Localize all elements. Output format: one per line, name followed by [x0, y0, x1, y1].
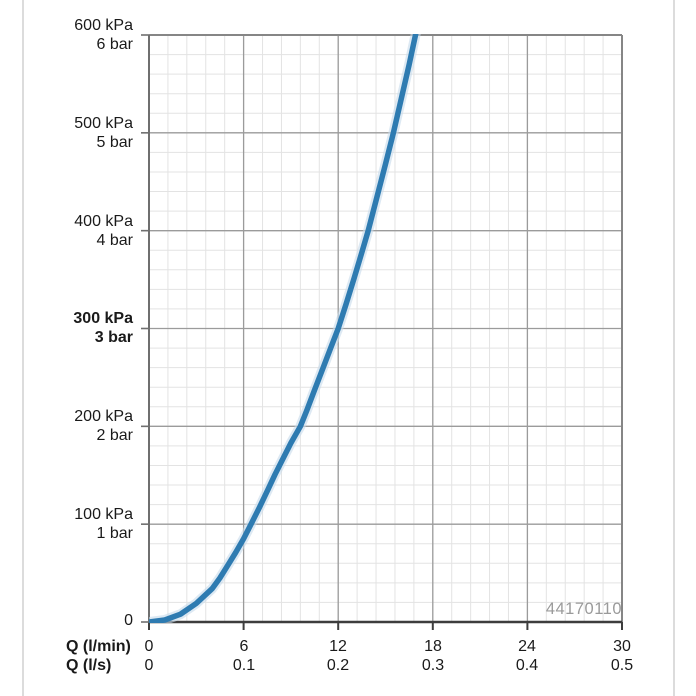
product-number-watermark: 44170110	[545, 600, 622, 618]
x-tick-lmin-30: 30	[613, 638, 631, 655]
y-axis-label-200: 200 kPa 2 bar	[74, 408, 133, 444]
x-tick-ls-02: 0.2	[326, 657, 350, 674]
y-axis-label-300: 300 kPa 3 bar	[73, 310, 133, 346]
x-tick-ls-0: 0	[144, 657, 154, 674]
y-axis-label-600: 600 kPa 6 bar	[74, 17, 133, 53]
flow-pressure-curve	[149, 34, 419, 623]
x-tick-lmin-12: 12	[329, 638, 347, 655]
x-axis-title-lmin: Q (l/min)	[66, 638, 131, 655]
x-tick-ls-04: 0.4	[515, 657, 539, 674]
x-tick-ls-05: 0.5	[610, 657, 634, 674]
x-axis-title-ls: Q (l/s)	[66, 657, 112, 674]
x-tick-ls-01: 0.1	[232, 657, 256, 674]
flow-pressure-curve	[149, 34, 421, 623]
frame-divider-left	[22, 0, 24, 696]
x-tick-ls-03: 0.3	[421, 657, 445, 674]
x-tick-lmin-6: 6	[239, 638, 249, 655]
x-tick-lmin-0: 0	[144, 638, 154, 655]
y-axis-label-100: 100 kPa 1 bar	[74, 506, 133, 542]
y-axis-label-500: 500 kPa 5 bar	[74, 115, 133, 151]
y-axis-label-0: 0	[124, 612, 133, 629]
x-tick-lmin-24: 24	[518, 638, 536, 655]
frame-divider-right	[673, 0, 675, 696]
x-tick-lmin-18: 18	[424, 638, 442, 655]
y-axis-label-400: 400 kPa 4 bar	[74, 213, 133, 249]
